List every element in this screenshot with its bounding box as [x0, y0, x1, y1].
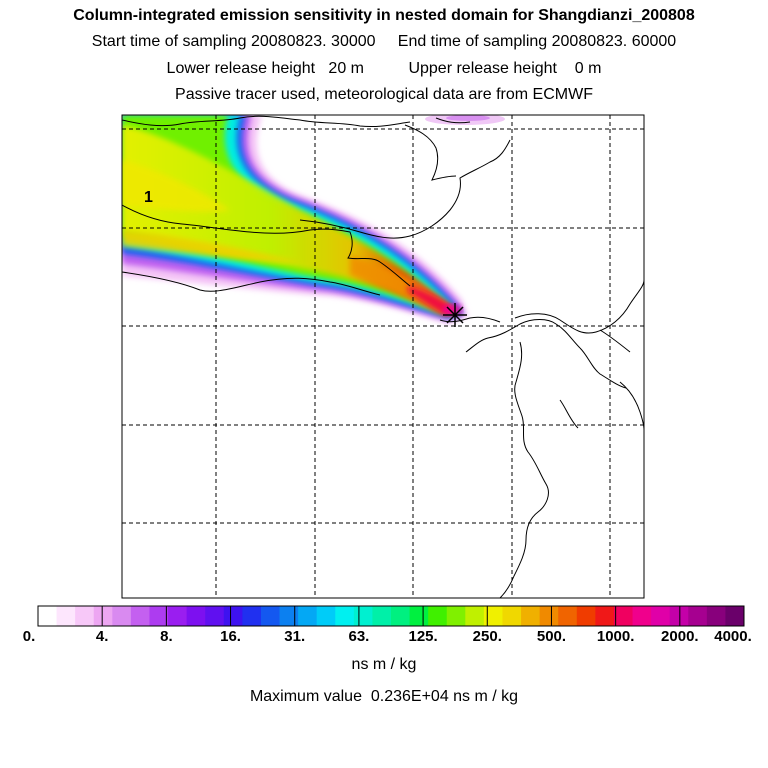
- colorbar-tick-label: 1000.: [596, 628, 635, 645]
- colorbar-tick-label: 250.: [472, 628, 502, 645]
- colorbar-swatch: [409, 606, 429, 626]
- colorbar-swatch: [279, 606, 299, 626]
- colorbar-tick-label: 0.: [22, 628, 36, 645]
- colorbar-swatch: [316, 606, 336, 626]
- colorbar-swatch: [130, 606, 150, 626]
- colorbar-swatch: [391, 606, 411, 626]
- colorbar-units: ns m / kg: [351, 656, 417, 673]
- colorbar-swatch: [632, 606, 652, 626]
- colorbar-swatch: [205, 606, 225, 626]
- colorbar-swatch: [465, 606, 485, 626]
- colorbar-swatch: [298, 606, 318, 626]
- colorbar: [38, 606, 745, 626]
- sensitivity-plume: [122, 115, 505, 324]
- colorbar-tick-label: 16.: [220, 628, 241, 645]
- colorbar-tick-label: 31.: [284, 628, 306, 645]
- colorbar-swatch: [38, 606, 58, 626]
- colorbar-frame: [37, 605, 745, 627]
- colorbar-swatch: [335, 606, 355, 626]
- chart-title: Column-integrated emission sensitivity i…: [73, 7, 695, 24]
- colorbar-tick-label: 8.: [160, 628, 173, 645]
- colorbar-tick-label: 500.: [536, 628, 567, 645]
- colorbar-tick-label: 2000.: [661, 628, 699, 645]
- colorbar-tick-label: 63.: [348, 628, 370, 645]
- colorbar-tick-label: 4.: [95, 628, 109, 645]
- colorbar-swatch: [93, 606, 113, 626]
- colorbar-swatch: [669, 606, 689, 626]
- colorbar-swatch: [706, 606, 726, 626]
- colorbar-swatch: [353, 606, 373, 626]
- colorbar-swatch: [558, 606, 578, 626]
- plume-label: 1: [144, 189, 153, 206]
- colorbar-tick-label: 4000.: [714, 628, 752, 645]
- colorbar-swatch: [539, 606, 559, 626]
- colorbar-swatch: [446, 606, 466, 626]
- sampling-times: Start time of sampling 20080823. 30000 E…: [91, 33, 677, 50]
- colorbar-swatch: [149, 606, 169, 626]
- colorbar-swatch: [168, 606, 188, 626]
- graticule: [122, 115, 644, 598]
- coastlines: [122, 115, 644, 598]
- colorbar-swatch: [651, 606, 671, 626]
- colorbar-swatch: [112, 606, 132, 626]
- colorbar-swatch: [260, 606, 281, 626]
- release-heights: Lower release height 20 m Upper release …: [166, 60, 602, 77]
- receptor-marker: [443, 303, 467, 327]
- colorbar-swatch: [428, 606, 448, 626]
- colorbar-swatch: [613, 606, 634, 626]
- colorbar-swatch: [223, 606, 243, 626]
- colorbar-swatch: [186, 606, 206, 626]
- colorbar-swatch: [483, 606, 503, 626]
- colorbar-swatch: [521, 606, 541, 626]
- colorbar-swatch: [688, 606, 708, 626]
- map-area: [122, 115, 644, 598]
- map-frame: [121, 114, 645, 599]
- colorbar-swatch: [372, 606, 392, 626]
- colorbar-swatch: [56, 606, 76, 626]
- colorbar-swatch: [502, 606, 522, 626]
- tracer-info: Passive tracer used, meteorological data…: [175, 86, 593, 103]
- colorbar-swatch: [242, 606, 262, 626]
- colorbar-swatch: [595, 606, 615, 626]
- maximum-value: Maximum value 0.236E+04 ns m / kg: [249, 688, 519, 705]
- colorbar-tick-label: 125.: [408, 628, 438, 645]
- colorbar-swatch: [75, 606, 95, 626]
- colorbar-swatch: [725, 606, 745, 626]
- colorbar-swatch: [576, 606, 596, 626]
